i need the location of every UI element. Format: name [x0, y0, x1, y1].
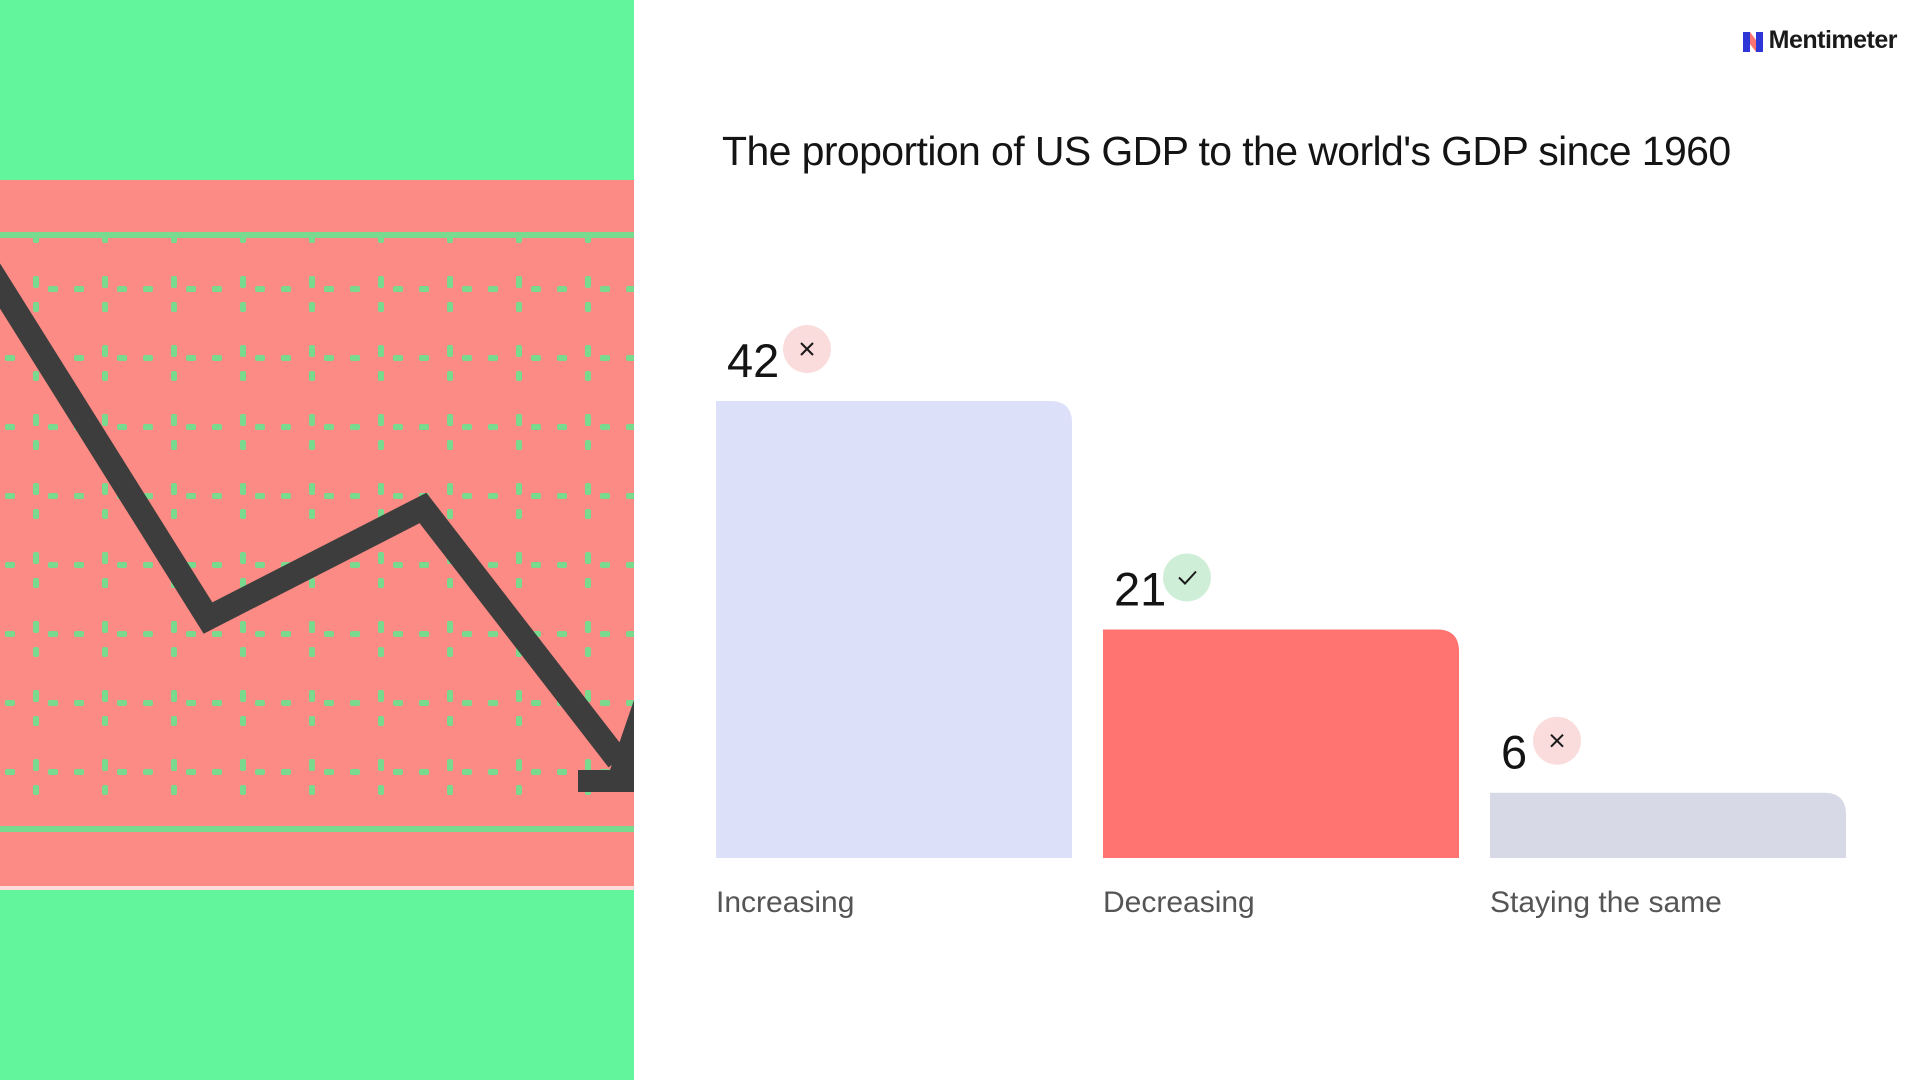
correct-answer-icon [1163, 553, 1211, 602]
category-label-2: Staying the same [1490, 886, 1722, 919]
bar-2 [1490, 792, 1846, 858]
value-label-1: 21 [1114, 563, 1166, 616]
value-label-2: 6 [1501, 726, 1527, 779]
incorrect-answer-icon [783, 325, 831, 373]
question-title: The proportion of US GDP to the world's … [722, 128, 1731, 174]
mentimeter-logo-icon [1742, 31, 1763, 52]
incorrect-answer-icon [1533, 716, 1581, 765]
results-bar-chart: 42 Increasing 21 Decreasing 6 Staying the sam… [716, 325, 1846, 919]
slide: Mentimeter The proportion of US GDP to t… [634, 0, 1920, 1080]
bar-0 [716, 401, 1072, 858]
category-label-0: Increasing [716, 886, 854, 919]
brand-name: Mentimeter [1768, 26, 1898, 54]
category-label-1: Decreasing [1103, 886, 1255, 919]
illustration-panel [0, 0, 634, 1080]
bar-1 [1103, 629, 1459, 858]
brand: Mentimeter [1742, 26, 1898, 55]
declining-chart-arrow-illustration [0, 0, 634, 1080]
value-label-0: 42 [727, 334, 779, 387]
